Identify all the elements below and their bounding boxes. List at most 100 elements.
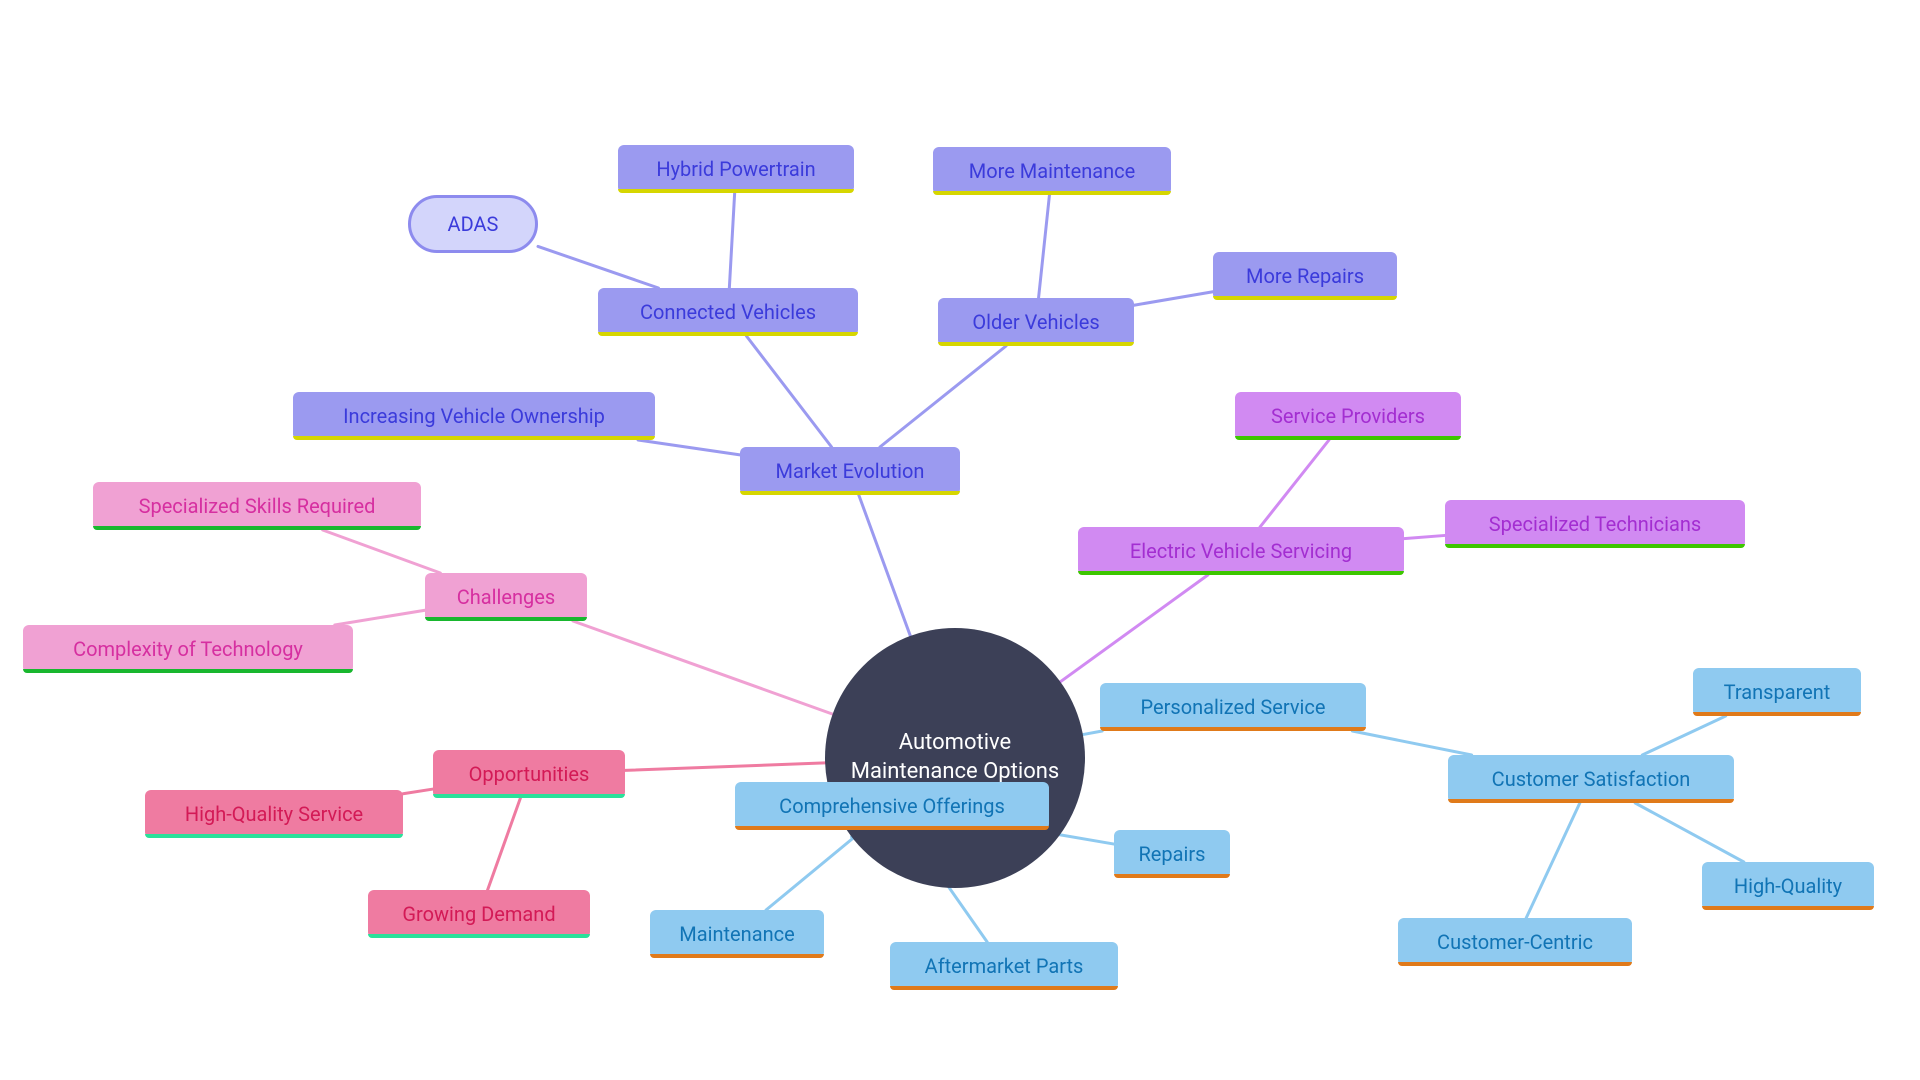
center-label: Automotive Maintenance Options	[843, 729, 1067, 786]
node-mkt: Market Evolution	[740, 447, 960, 495]
node-cs: Customer Satisfaction	[1448, 755, 1734, 803]
node-ssr: Specialized Skills Required	[93, 482, 421, 530]
node-underline	[938, 342, 1134, 346]
edge-root-ps	[1083, 731, 1102, 735]
node-chl: Challenges	[425, 573, 587, 621]
node-label: Opportunities	[469, 762, 590, 786]
node-rp: Repairs	[1114, 830, 1230, 878]
node-underline	[598, 332, 858, 336]
node-label: Service Providers	[1271, 404, 1425, 428]
edge-cv-adas	[538, 246, 658, 288]
node-adas: ADAS	[408, 195, 538, 253]
node-underline	[433, 794, 625, 798]
node-label: High-Quality	[1734, 874, 1842, 898]
edge-ps-cs	[1352, 731, 1471, 755]
node-hq: High-Quality	[1702, 862, 1874, 910]
node-underline	[735, 826, 1049, 830]
node-label: Specialized Skills Required	[139, 494, 376, 518]
node-label: ADAS	[448, 212, 499, 236]
edge-ov-mm	[1039, 195, 1050, 298]
node-underline	[1702, 906, 1874, 910]
node-mt: Maintenance	[650, 910, 824, 958]
node-cv: Connected Vehicles	[598, 288, 858, 336]
node-underline	[933, 191, 1171, 195]
node-ov: Older Vehicles	[938, 298, 1134, 346]
node-sp: Service Providers	[1235, 392, 1461, 440]
node-underline	[618, 189, 854, 193]
node-hyb: Hybrid Powertrain	[618, 145, 854, 193]
mindmap-canvas: Automotive Maintenance Options Market Evo…	[0, 0, 1920, 1080]
node-label: Personalized Service	[1141, 695, 1326, 719]
node-underline	[1448, 799, 1734, 803]
edge-chl-ssr	[323, 530, 441, 573]
node-label: Specialized Technicians	[1489, 512, 1701, 536]
node-mm: More Maintenance	[933, 147, 1171, 195]
edge-root-opp	[625, 763, 825, 771]
node-ps: Personalized Service	[1100, 683, 1366, 731]
node-evs: Electric Vehicle Servicing	[1078, 527, 1404, 575]
edge-evs-st	[1404, 535, 1445, 538]
node-gd: Growing Demand	[368, 890, 590, 938]
node-mr: More Repairs	[1213, 252, 1397, 300]
node-label: Electric Vehicle Servicing	[1130, 539, 1352, 563]
node-underline	[145, 834, 403, 838]
node-underline	[293, 436, 655, 440]
node-label: Connected Vehicles	[640, 300, 816, 324]
node-label: Customer Satisfaction	[1492, 767, 1691, 791]
node-cc: Customer-Centric	[1398, 918, 1632, 966]
node-hqs: High-Quality Service	[145, 790, 403, 838]
node-underline	[1078, 571, 1404, 575]
edge-cv-hyb	[729, 193, 734, 288]
node-label: Older Vehicles	[972, 310, 1099, 334]
node-label: Market Evolution	[776, 459, 925, 483]
node-label: Customer-Centric	[1437, 930, 1593, 954]
edge-mkt-ov	[880, 346, 1006, 447]
node-underline	[1235, 436, 1461, 440]
edge-chl-cot	[335, 610, 425, 625]
node-ap: Aftermarket Parts	[890, 942, 1118, 990]
edge-opp-hqs	[403, 789, 433, 794]
edge-cs-cc	[1526, 803, 1580, 918]
node-label: Increasing Vehicle Ownership	[343, 404, 605, 428]
node-label: Maintenance	[679, 922, 794, 946]
node-underline	[368, 934, 590, 938]
node-underline	[1398, 962, 1632, 966]
node-underline	[1114, 874, 1230, 878]
node-underline	[1100, 727, 1366, 731]
node-label: Transparent	[1724, 680, 1831, 704]
node-label: Comprehensive Offerings	[779, 794, 1005, 818]
node-label: Repairs	[1138, 842, 1205, 866]
node-label: High-Quality Service	[185, 802, 363, 826]
node-ivo: Increasing Vehicle Ownership	[293, 392, 655, 440]
node-tr: Transparent	[1693, 668, 1861, 716]
center-node: Automotive Maintenance Options	[825, 628, 1085, 888]
edge-root-mkt	[859, 495, 911, 636]
node-underline	[1693, 712, 1861, 716]
node-underline	[1445, 544, 1745, 548]
node-cot: Complexity of Technology	[23, 625, 353, 673]
edge-opp-gd	[488, 798, 521, 890]
edge-cs-tr	[1642, 716, 1725, 755]
node-underline	[650, 954, 824, 958]
node-label: Challenges	[457, 585, 555, 609]
node-opp: Opportunities	[433, 750, 625, 798]
edge-evs-sp	[1260, 440, 1329, 527]
edge-co-mt	[766, 830, 863, 910]
node-underline	[425, 617, 587, 621]
node-label: Complexity of Technology	[73, 637, 303, 661]
edge-root-chl	[573, 621, 833, 714]
edge-mkt-ivo	[638, 440, 740, 455]
node-underline	[93, 526, 421, 530]
node-label: Hybrid Powertrain	[656, 157, 815, 181]
node-label: Aftermarket Parts	[925, 954, 1084, 978]
node-co: Comprehensive Offerings	[735, 782, 1049, 830]
edge-mkt-cv	[746, 336, 831, 447]
edge-root-evs	[1060, 575, 1208, 682]
node-underline	[740, 491, 960, 495]
node-label: More Maintenance	[969, 159, 1135, 183]
node-underline	[1213, 296, 1397, 300]
node-underline	[23, 669, 353, 673]
node-st: Specialized Technicians	[1445, 500, 1745, 548]
node-label: More Repairs	[1246, 264, 1364, 288]
node-label: Growing Demand	[402, 902, 555, 926]
